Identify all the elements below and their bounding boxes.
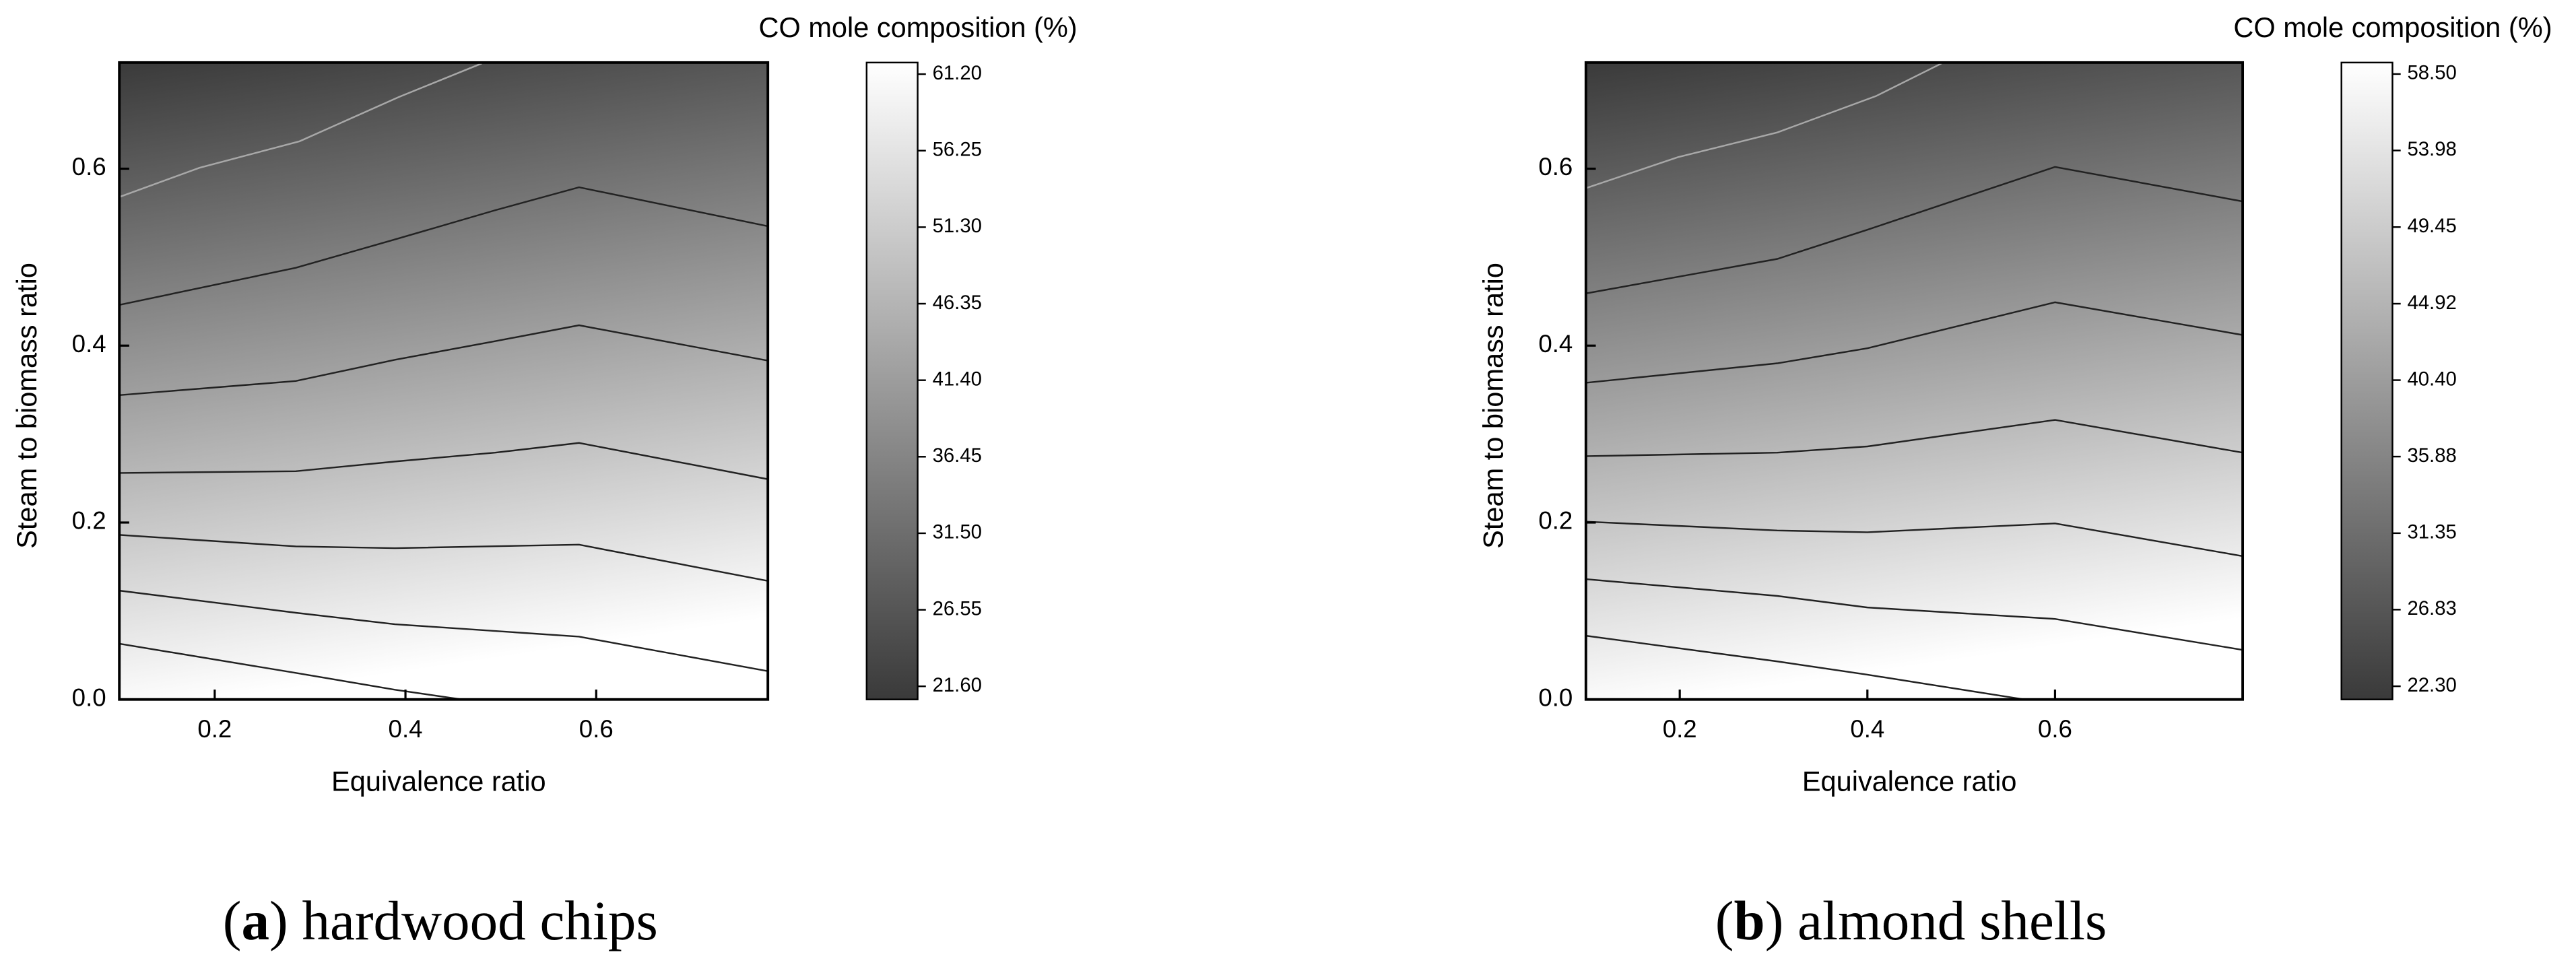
contour-line [1585, 419, 2243, 457]
x-tick-label: 0.4 [1850, 715, 1884, 743]
y-tick-label: 0.6 [72, 153, 106, 180]
contour-line [119, 642, 462, 700]
caption: (a) hardwood chips [223, 890, 658, 951]
contour-line [119, 324, 768, 397]
plot-frame [1584, 61, 2245, 701]
caption-part: ( [1715, 890, 1734, 951]
contour-line [1585, 578, 2243, 651]
contour-line [119, 589, 768, 672]
colorbar-tick-label: 26.83 [2407, 597, 2456, 620]
colorbar-tick-label: 31.50 [933, 521, 982, 543]
colorbar-tick-label: 26.55 [933, 597, 982, 620]
y-tick-label: 0.0 [1538, 683, 1573, 711]
caption: (b) almond shells [1715, 890, 2107, 951]
colorbar-tick-label: 56.25 [933, 138, 982, 160]
x-tick-label: 0.2 [1663, 715, 1697, 743]
y-axis-label: Steam to biomass ratio [1477, 263, 1509, 549]
contour-line [119, 63, 482, 198]
colorbar-tick-label: 31.35 [2407, 521, 2456, 543]
caption-part: ( [223, 890, 242, 951]
y-tick-label: 0.0 [72, 683, 106, 711]
contour-line [119, 442, 768, 480]
caption-part: a [241, 890, 269, 951]
contour-line [1585, 63, 1942, 189]
caption-part: b [1733, 890, 1764, 951]
x-tick-label: 0.6 [579, 715, 614, 743]
colorbar-tick-label: 21.60 [933, 674, 982, 696]
y-tick-label: 0.4 [72, 330, 106, 358]
x-axis-label: Equivalence ratio [331, 765, 546, 797]
y-tick-label: 0.6 [1538, 153, 1573, 180]
caption-part: ) hardwood chips [269, 890, 658, 951]
colorbar-title: CO mole composition (%) [759, 11, 1078, 43]
contour-line [119, 534, 768, 582]
plot-frame [118, 61, 770, 701]
contour-line [1585, 166, 2243, 294]
colorbar-tick-label: 41.40 [933, 368, 982, 390]
caption-part: ) almond shells [1765, 890, 2107, 951]
y-tick-label: 0.2 [1538, 507, 1573, 535]
contour-fill [119, 62, 768, 700]
colorbar [2340, 61, 2393, 700]
colorbar-tick-label: 53.98 [2407, 138, 2456, 160]
colorbar-tick-label: 49.45 [2407, 215, 2456, 237]
y-axis-label: Steam to biomass ratio [11, 263, 42, 549]
y-tick-label: 0.4 [1538, 330, 1573, 358]
colorbar-tick-label: 22.30 [2407, 674, 2456, 696]
colorbar-title: CO mole composition (%) [2233, 11, 2552, 43]
colorbar-tick-label: 58.50 [2407, 62, 2456, 84]
x-axis-label: Equivalence ratio [1802, 765, 2017, 797]
colorbar-tick-label: 35.88 [2407, 444, 2456, 467]
contour-fill [1585, 62, 2243, 700]
contour-line [119, 186, 768, 306]
x-tick-label: 0.2 [197, 715, 232, 743]
colorbar-tick-label: 36.45 [933, 444, 982, 467]
contour-line [1585, 521, 2243, 558]
y-tick-label: 0.2 [72, 507, 106, 535]
colorbar-tick-label: 46.35 [933, 292, 982, 314]
colorbar-tick-label: 44.92 [2407, 292, 2456, 314]
colorbar-tick-label: 51.30 [933, 215, 982, 237]
x-tick-label: 0.4 [389, 715, 423, 743]
colorbar [865, 61, 919, 700]
contour-line [1585, 634, 2024, 700]
colorbar-tick-label: 61.20 [933, 62, 982, 84]
x-tick-label: 0.6 [2038, 715, 2072, 743]
colorbar-tick-label: 40.40 [2407, 368, 2456, 390]
contour-line [1585, 301, 2243, 384]
